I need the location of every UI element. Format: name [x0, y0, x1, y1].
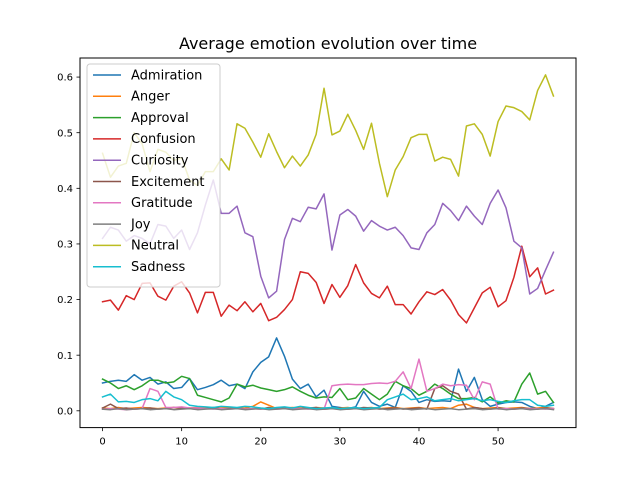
y-tick-label: 0.1 — [57, 351, 73, 362]
legend-label-joy: Joy — [130, 217, 151, 232]
legend-label-admiration: Admiration — [131, 68, 202, 83]
y-tick-label: 0.0 — [57, 406, 73, 417]
y-tick-label: 0.6 — [57, 73, 73, 84]
legend-label-neutral: Neutral — [131, 239, 179, 254]
legend-box — [86, 63, 221, 288]
legend-label-excitement: Excitement — [131, 175, 205, 190]
x-tick-label: 10 — [175, 437, 188, 448]
x-tick-label: 20 — [254, 437, 267, 448]
legend-label-approval: Approval — [131, 111, 189, 126]
x-tick-label: 0 — [99, 437, 105, 448]
y-axis: 0.0 0.1 0.2 0.3 0.4 0.5 0.6 — [57, 73, 80, 417]
x-tick-label: 50 — [492, 437, 505, 448]
y-tick-label: 0.3 — [57, 240, 73, 251]
y-tick-label: 0.5 — [57, 128, 73, 139]
legend-label-confusion: Confusion — [131, 132, 196, 147]
chart-title: Average emotion evolution over time — [179, 34, 477, 53]
legend-label-sadness: Sadness — [131, 260, 185, 275]
legend: Admiration Anger Approval Confusion Curiosit… — [86, 63, 221, 288]
axes-frame — [79, 57, 577, 429]
x-tick-label: 40 — [413, 437, 426, 448]
legend-label-gratitude: Gratitude — [131, 196, 193, 211]
y-tick-label: 0.2 — [57, 295, 73, 306]
series-line-joy — [101, 407, 555, 411]
series-line-gratitude — [101, 358, 555, 411]
x-axis: 0 10 20 30 40 50 — [99, 427, 505, 448]
legend-label-anger: Anger — [131, 90, 170, 105]
x-tick-label: 30 — [333, 437, 346, 448]
series-line-sadness — [101, 390, 555, 410]
legend-label-curiosity: Curiosity — [131, 154, 189, 169]
y-tick-label: 0.4 — [57, 184, 73, 195]
